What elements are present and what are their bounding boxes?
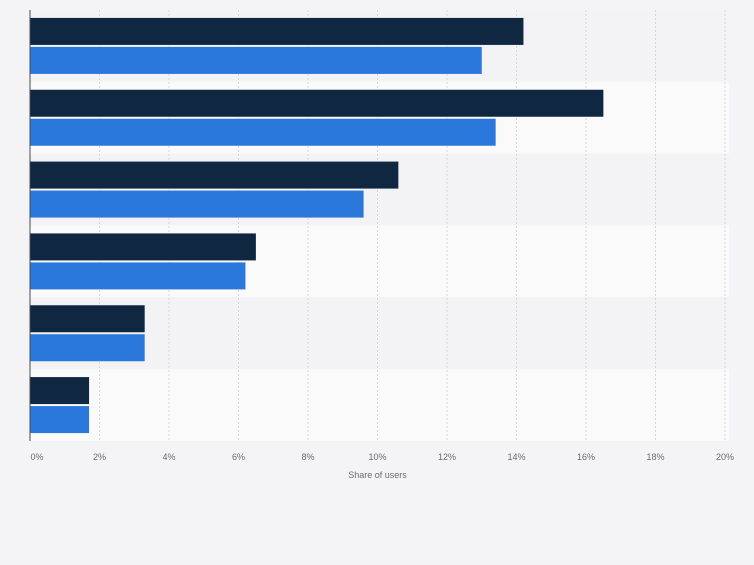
x-tick-label: 4% (162, 452, 175, 462)
x-tick-label: 14% (507, 452, 525, 462)
row-bands (30, 10, 729, 441)
x-tick-label: 20% (716, 452, 734, 462)
bar-series-1[interactable] (30, 89, 604, 117)
x-tick-label: 10% (368, 452, 386, 462)
bar-series-1[interactable] (30, 233, 256, 261)
row-band (30, 297, 729, 370)
x-tick-label: 6% (232, 452, 245, 462)
x-tick-label: 8% (301, 452, 314, 462)
x-tick-label: 12% (438, 452, 456, 462)
bars (30, 17, 604, 434)
x-tick-label: 2% (93, 452, 106, 462)
bar-series-1[interactable] (30, 305, 145, 333)
bar-series-2[interactable] (30, 46, 482, 74)
x-tick-labels: 0% 2% 4% 6% 8% 10% 12% 14% 16% 18% 20% (30, 452, 734, 462)
bar-series-1[interactable] (30, 377, 90, 405)
bar-series-2[interactable] (30, 262, 246, 290)
x-tick-label: 16% (577, 452, 595, 462)
bar-series-2[interactable] (30, 118, 496, 146)
x-tick-label: 18% (646, 452, 664, 462)
x-tick-label: 0% (30, 452, 43, 462)
bar-series-2[interactable] (30, 406, 90, 434)
x-axis-label: Share of users (348, 470, 407, 480)
row-band (30, 369, 729, 441)
bar-series-1[interactable] (30, 161, 399, 189)
bar-series-2[interactable] (30, 190, 364, 218)
bar-series-1[interactable] (30, 17, 524, 45)
bar-series-2[interactable] (30, 334, 145, 362)
